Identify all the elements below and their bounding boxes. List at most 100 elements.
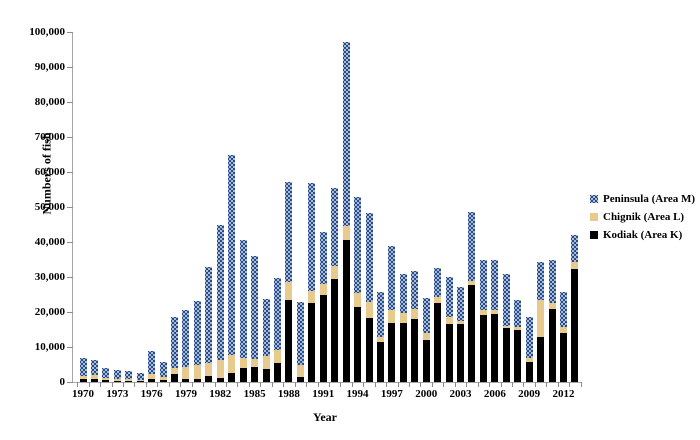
- legend-item-kodiak: Kodiak (Area K): [590, 226, 695, 244]
- bar-1993: [342, 41, 350, 382]
- segment-chignik-1975: [136, 379, 144, 381]
- bar-1976: [148, 350, 156, 382]
- bar-2004: [468, 211, 476, 382]
- y-axis-tick: [67, 241, 73, 243]
- bar-2009: [525, 317, 533, 382]
- y-axis-tick-label: 60,000: [34, 166, 65, 178]
- segment-peninsula-1975: [136, 373, 144, 380]
- segment-chignik-1985: [251, 359, 259, 368]
- bar-2011: [548, 259, 556, 382]
- x-axis-tick: [431, 382, 433, 387]
- bar-1988: [285, 181, 293, 382]
- segment-kodiak-2009: [525, 361, 533, 382]
- segment-peninsula-1998: [399, 273, 407, 314]
- x-axis-tick: [157, 382, 159, 387]
- x-axis-tick: [226, 382, 227, 387]
- y-axis-tick: [67, 346, 73, 348]
- segment-peninsula-2010: [537, 261, 545, 301]
- segment-kodiak-1985: [251, 367, 259, 382]
- x-axis-tick-label: 1982: [209, 388, 232, 400]
- segment-kodiak-1990: [308, 303, 316, 382]
- segment-kodiak-2013: [571, 269, 579, 382]
- segment-chignik-1989: [296, 364, 304, 377]
- y-axis-tick: [67, 276, 73, 278]
- segment-peninsula-1976: [148, 350, 156, 374]
- y-axis-tick-label: 40,000: [34, 236, 65, 248]
- segment-peninsula-1970: [79, 358, 87, 377]
- segment-kodiak-2004: [468, 285, 476, 382]
- x-axis-tick: [386, 382, 388, 387]
- segment-kodiak-2007: [502, 328, 510, 382]
- bar-2008: [514, 300, 522, 382]
- segment-chignik-1993: [342, 226, 350, 241]
- segment-peninsula-1987: [273, 277, 281, 351]
- segment-kodiak-2000: [422, 340, 430, 382]
- segment-kodiak-1977: [159, 380, 167, 382]
- bar-1996: [376, 291, 384, 382]
- segment-chignik-2003: [457, 320, 465, 325]
- x-axis-tick-label: 2000: [415, 388, 438, 400]
- x-axis-tick: [512, 382, 513, 387]
- bar-1995: [365, 213, 373, 382]
- legend-item-chignik: Chignik (Area L): [590, 208, 695, 226]
- bar-2013: [571, 235, 579, 382]
- y-axis-tick-label: 50,000: [34, 201, 65, 213]
- bar-2005: [479, 259, 487, 382]
- segment-chignik-1984: [239, 358, 247, 369]
- bar-2001: [434, 268, 442, 382]
- x-axis-tick: [317, 382, 319, 387]
- legend-swatch-chignik-icon: [590, 213, 598, 221]
- segment-chignik-1980: [193, 364, 201, 379]
- segment-kodiak-1992: [331, 279, 339, 382]
- bar-1986: [262, 299, 270, 382]
- bar-1985: [251, 256, 259, 382]
- segment-kodiak-1971: [90, 379, 98, 382]
- segment-chignik-1995: [365, 301, 373, 319]
- segment-peninsula-1979: [182, 310, 190, 367]
- segment-kodiak-2002: [445, 324, 453, 382]
- x-axis-tick: [409, 382, 411, 387]
- segment-kodiak-1989: [296, 376, 304, 382]
- x-axis-tick: [283, 382, 285, 387]
- x-axis-title: Year: [313, 410, 337, 424]
- segment-kodiak-1996: [376, 341, 384, 382]
- y-axis-tick-label: 100,000: [29, 26, 65, 38]
- segment-chignik-1998: [399, 313, 407, 323]
- segment-chignik-1991: [319, 284, 327, 295]
- x-axis-tick: [569, 382, 571, 387]
- bar-1975: [136, 373, 144, 382]
- segment-chignik-2007: [502, 326, 510, 329]
- segment-kodiak-1999: [411, 319, 419, 382]
- x-axis-tick-label: 2009: [518, 388, 541, 400]
- y-axis-tick: [67, 381, 73, 383]
- x-axis-tick-label: 1979: [174, 388, 197, 400]
- segment-peninsula-1999: [411, 271, 419, 309]
- x-axis-tick: [271, 382, 273, 387]
- y-axis-tick-label: 20,000: [34, 306, 65, 318]
- segment-chignik-1976: [148, 373, 156, 379]
- segment-peninsula-1983: [228, 154, 236, 356]
- segment-chignik-1974: [125, 378, 133, 381]
- segment-kodiak-2010: [537, 336, 545, 382]
- x-axis-tick: [134, 382, 136, 387]
- x-axis-tick: [340, 382, 342, 387]
- segment-kodiak-1978: [171, 373, 179, 382]
- segment-peninsula-1985: [251, 256, 259, 360]
- segment-kodiak-1982: [216, 378, 224, 382]
- plot-area: 0 10,000 20,000 30,000 40,000 50,000 60,000 70,…: [29, 26, 582, 400]
- x-axis-tick: [328, 382, 330, 387]
- segment-chignik-2001: [434, 296, 442, 303]
- segment-peninsula-1992: [331, 188, 339, 266]
- x-axis-tick: [100, 382, 102, 387]
- segment-peninsula-1990: [308, 182, 316, 291]
- bar-1970: [79, 358, 87, 382]
- segment-chignik-1977: [159, 376, 167, 381]
- legend-item-peninsula: Peninsula (Area M): [590, 190, 695, 208]
- segment-kodiak-1987: [273, 363, 281, 382]
- segment-peninsula-1974: [125, 370, 133, 379]
- segment-peninsula-1991: [319, 232, 327, 284]
- segment-kodiak-1994: [354, 306, 362, 382]
- segment-kodiak-1972: [102, 379, 110, 382]
- bar-2006: [491, 259, 499, 382]
- y-axis-tick: [67, 136, 73, 138]
